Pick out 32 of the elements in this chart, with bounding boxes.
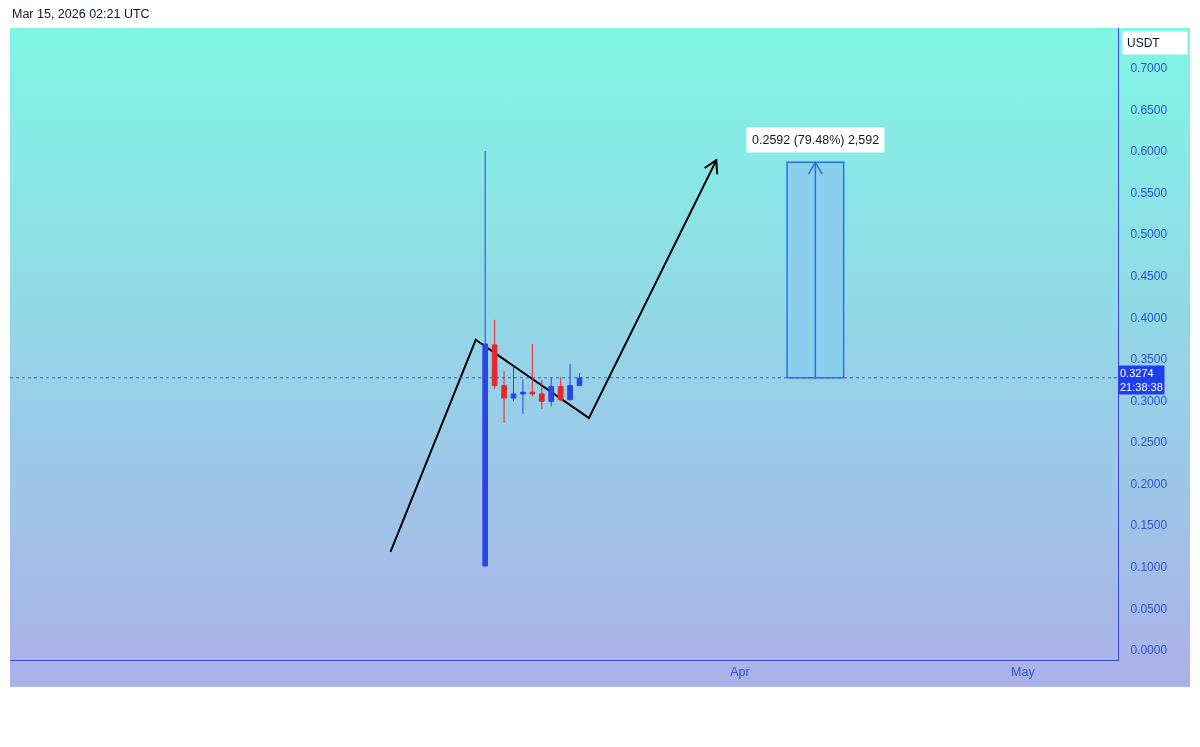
candlestick [482, 150, 489, 567]
candlestick [529, 343, 536, 397]
y-tick-label: 0.6000 [1130, 144, 1168, 159]
annotation: 0.2592 (79.48%) 2,592 [752, 133, 880, 147]
candlestick [520, 379, 526, 415]
y-tick-label: 0.3000 [1130, 393, 1168, 408]
y-tick-label: 0.6500 [1130, 102, 1168, 117]
x-tick-label: May [1011, 665, 1036, 679]
y-axis-title: USDT [1127, 36, 1161, 50]
y-tick-label: 0.0000 [1130, 643, 1168, 658]
candlestick [576, 372, 583, 387]
candlestick [557, 376, 564, 402]
y-tick-label: 0.4000 [1130, 310, 1168, 325]
y-tick-label: 0.5500 [1130, 185, 1168, 200]
x-tick-label: Apr [730, 665, 750, 679]
ref-line-label: 0.3274 21:38:38 [1120, 367, 1163, 394]
y-tick-label: 0.2000 [1130, 476, 1168, 491]
y-tick-label: 0.1500 [1130, 518, 1168, 533]
y-tick-label: 0.0500 [1130, 601, 1168, 616]
candlestick [548, 376, 555, 407]
candlestick [567, 363, 573, 402]
y-tick-label: 0.5000 [1130, 227, 1168, 242]
y-tick-label: 0.3500 [1130, 352, 1168, 367]
y-tick-label: 0.7000 [1130, 61, 1168, 76]
y-tick-label: 0.4500 [1130, 269, 1168, 284]
y-tick-label: 0.2500 [1130, 435, 1168, 450]
candlestick [491, 319, 498, 390]
candlestick [501, 370, 507, 424]
candlestick [510, 365, 517, 402]
candlestick [538, 379, 545, 410]
y-tick-label: 0.1000 [1130, 560, 1168, 575]
text: Mar 15, 2026 02:21 UTC [12, 7, 150, 21]
